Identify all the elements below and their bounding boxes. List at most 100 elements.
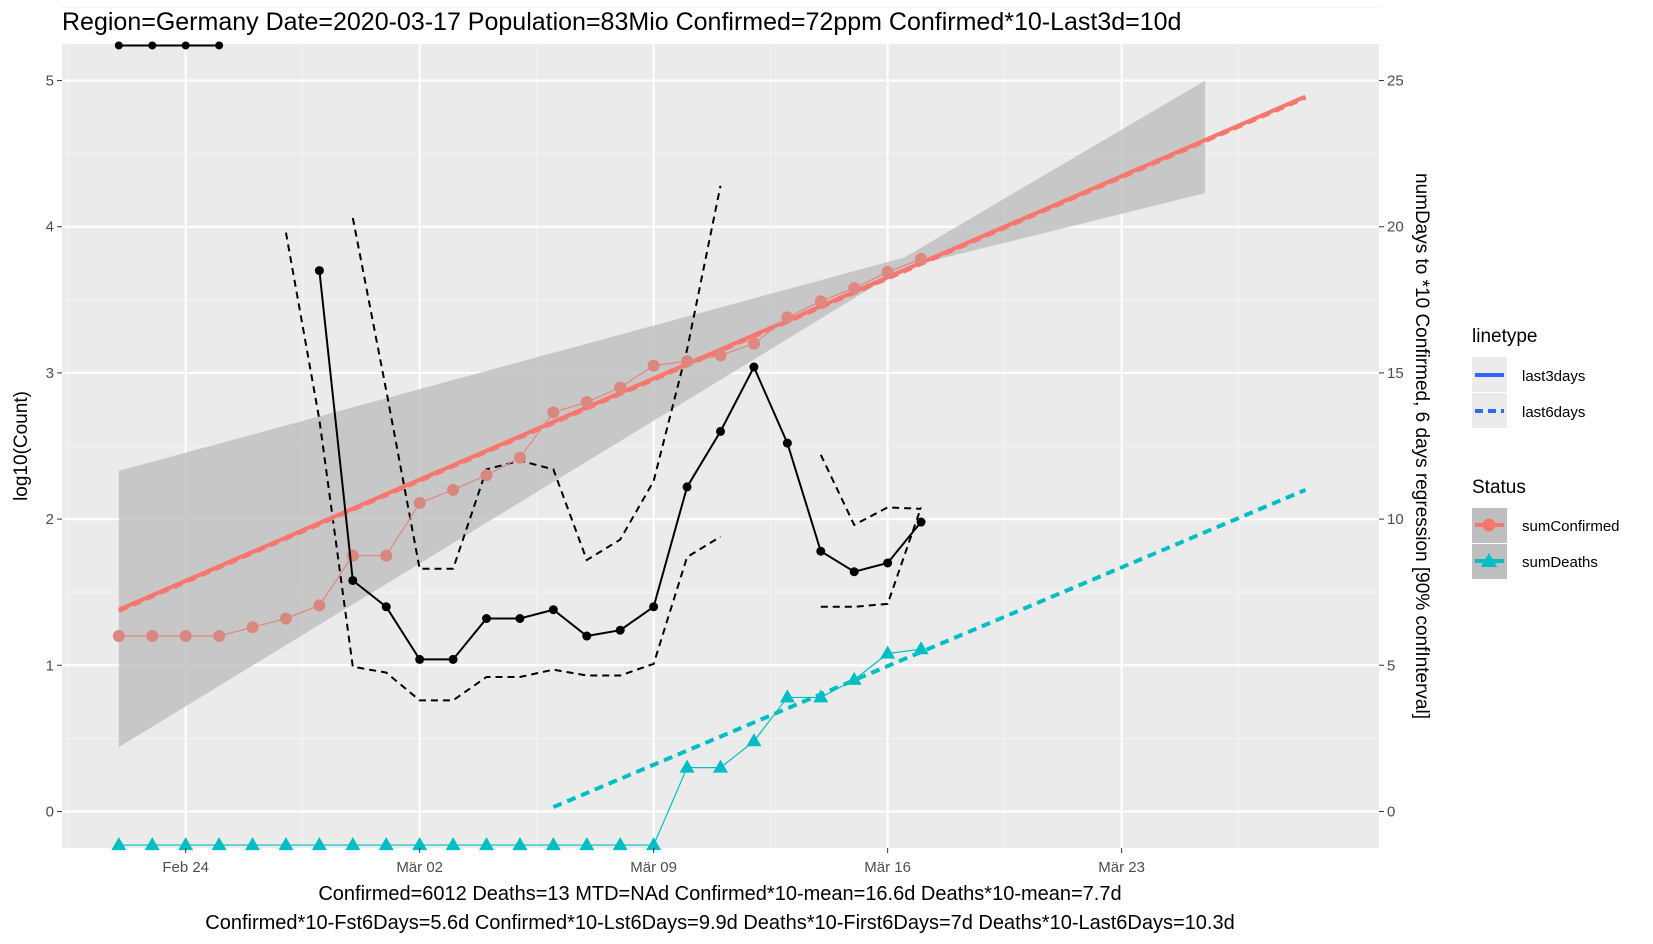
point-numdays bbox=[582, 631, 592, 641]
legend-label-sumconfirmed: sumConfirmed bbox=[1522, 518, 1620, 535]
point-sumdeaths bbox=[479, 837, 495, 851]
legend-label-last3days: last3days bbox=[1522, 368, 1585, 385]
ci-dashed-line bbox=[284, 232, 722, 702]
point-sumdeaths bbox=[813, 689, 829, 703]
ci-dashed-line bbox=[351, 185, 722, 570]
point-sumconfirmed bbox=[112, 630, 125, 643]
point-numdays bbox=[482, 613, 492, 623]
point-sumconfirmed bbox=[380, 549, 393, 562]
point-sumconfirmed bbox=[614, 381, 627, 394]
point-sumdeaths bbox=[779, 689, 795, 703]
point-sumdeaths bbox=[746, 733, 762, 747]
x-tick-label: Mär 02 bbox=[396, 859, 443, 876]
x-tick-label: Mär 09 bbox=[630, 859, 677, 876]
point-sumdeaths bbox=[612, 837, 628, 851]
point-numdays bbox=[716, 426, 725, 436]
point-numdays bbox=[314, 266, 324, 276]
axes: Feb 24 Mär 02 Mär 09 Mär 16 Mär 23 0 1 2 3 4 5 0 5 10… bbox=[46, 73, 1404, 876]
legend-title-linetype: linetype bbox=[1472, 326, 1538, 347]
point-sumconfirmed bbox=[313, 599, 326, 612]
y2-tick-label: 15 bbox=[1387, 365, 1404, 382]
point-sumconfirmed bbox=[146, 630, 159, 643]
point-sumconfirmed bbox=[413, 497, 426, 510]
point-numdays bbox=[615, 625, 625, 635]
legend-label-sumdeaths: sumDeaths bbox=[1522, 554, 1598, 571]
point-numdays bbox=[548, 605, 558, 615]
point-sumdeaths bbox=[378, 837, 394, 851]
point-clipped-top bbox=[114, 41, 123, 50]
y-tick-label: 4 bbox=[46, 219, 54, 236]
point-sumconfirmed bbox=[279, 612, 292, 625]
point-sumdeaths bbox=[579, 837, 595, 851]
point-sumdeaths bbox=[311, 837, 327, 851]
point-sumdeaths bbox=[345, 837, 361, 851]
point-numdays bbox=[682, 482, 692, 492]
point-sumconfirmed bbox=[179, 630, 192, 643]
x-tick-label: Mär 16 bbox=[864, 859, 911, 876]
point-numdays bbox=[515, 613, 525, 623]
y-tick-label: 3 bbox=[46, 365, 54, 382]
point-numdays bbox=[883, 558, 893, 568]
legend-key-marker-deaths bbox=[1481, 553, 1497, 567]
point-sumdeaths bbox=[144, 837, 160, 851]
point-numdays bbox=[782, 438, 792, 448]
point-numdays bbox=[415, 654, 425, 664]
legend-key-marker-confirmed bbox=[1482, 518, 1496, 532]
point-sumdeaths bbox=[512, 837, 528, 851]
chart-title: Region=Germany Date=2020-03-17 Populatio… bbox=[62, 8, 1181, 36]
point-sumconfirmed bbox=[881, 266, 894, 279]
point-sumconfirmed bbox=[547, 406, 560, 419]
y2-axis-title: numDays to *10 Confirmed, 6 days regress… bbox=[1411, 173, 1432, 719]
y-tick-label: 5 bbox=[46, 73, 54, 90]
point-sumconfirmed bbox=[513, 451, 526, 464]
caption-line-2: Confirmed*10-Fst6Days=5.6d Confirmed*10-… bbox=[205, 912, 1234, 934]
point-sumconfirmed bbox=[747, 337, 760, 350]
y2-tick-label: 20 bbox=[1387, 219, 1404, 236]
point-sumdeaths bbox=[846, 671, 862, 685]
point-sumconfirmed bbox=[246, 621, 259, 634]
legend-label-last6days: last6days bbox=[1522, 404, 1585, 421]
point-sumdeaths bbox=[111, 837, 127, 851]
point-sumdeaths bbox=[880, 645, 896, 659]
point-sumdeaths bbox=[211, 837, 227, 851]
point-sumconfirmed bbox=[580, 396, 593, 409]
point-clipped-top bbox=[215, 41, 224, 50]
point-clipped-top bbox=[181, 41, 190, 50]
point-sumdeaths bbox=[679, 759, 695, 773]
y2-tick-label: 5 bbox=[1387, 657, 1395, 674]
point-sumconfirmed bbox=[213, 630, 226, 643]
y2-tick-label: 25 bbox=[1387, 73, 1404, 90]
point-sumdeaths bbox=[278, 837, 294, 851]
ci-dashed-line bbox=[819, 454, 922, 527]
x-tick-label: Mär 23 bbox=[1098, 859, 1145, 876]
point-sumdeaths bbox=[646, 837, 662, 851]
point-numdays bbox=[448, 654, 458, 664]
confidence-band-area bbox=[118, 80, 1206, 748]
point-numdays bbox=[649, 602, 659, 612]
point-sumconfirmed bbox=[814, 295, 827, 308]
caption-line-1: Confirmed=6012 Deaths=13 MTD=NAd Confirm… bbox=[318, 883, 1121, 905]
point-sumdeaths bbox=[178, 837, 194, 851]
regression-confirmed-last6days bbox=[118, 96, 1307, 613]
point-sumconfirmed bbox=[915, 252, 928, 265]
point-numdays bbox=[348, 575, 358, 585]
point-numdays bbox=[916, 517, 926, 527]
confidence-band bbox=[118, 80, 1206, 748]
legend: linetype last3days last6days Status sumC… bbox=[1472, 326, 1620, 579]
point-sumdeaths bbox=[713, 759, 728, 773]
point-sumconfirmed bbox=[480, 469, 493, 482]
y-axis-title: log10(Count) bbox=[11, 391, 32, 501]
point-sumconfirmed bbox=[781, 311, 794, 324]
y2-tick-label: 0 bbox=[1387, 803, 1395, 820]
point-clipped-top bbox=[148, 41, 157, 50]
point-sumconfirmed bbox=[346, 549, 359, 562]
point-sumdeaths bbox=[445, 837, 461, 851]
point-sumconfirmed bbox=[447, 483, 460, 496]
point-sumdeaths bbox=[245, 837, 261, 851]
point-sumconfirmed bbox=[714, 349, 727, 362]
point-numdays bbox=[816, 546, 826, 556]
ci-dashed-line bbox=[820, 507, 923, 608]
point-numdays bbox=[381, 602, 391, 612]
y-tick-label: 2 bbox=[46, 511, 54, 528]
